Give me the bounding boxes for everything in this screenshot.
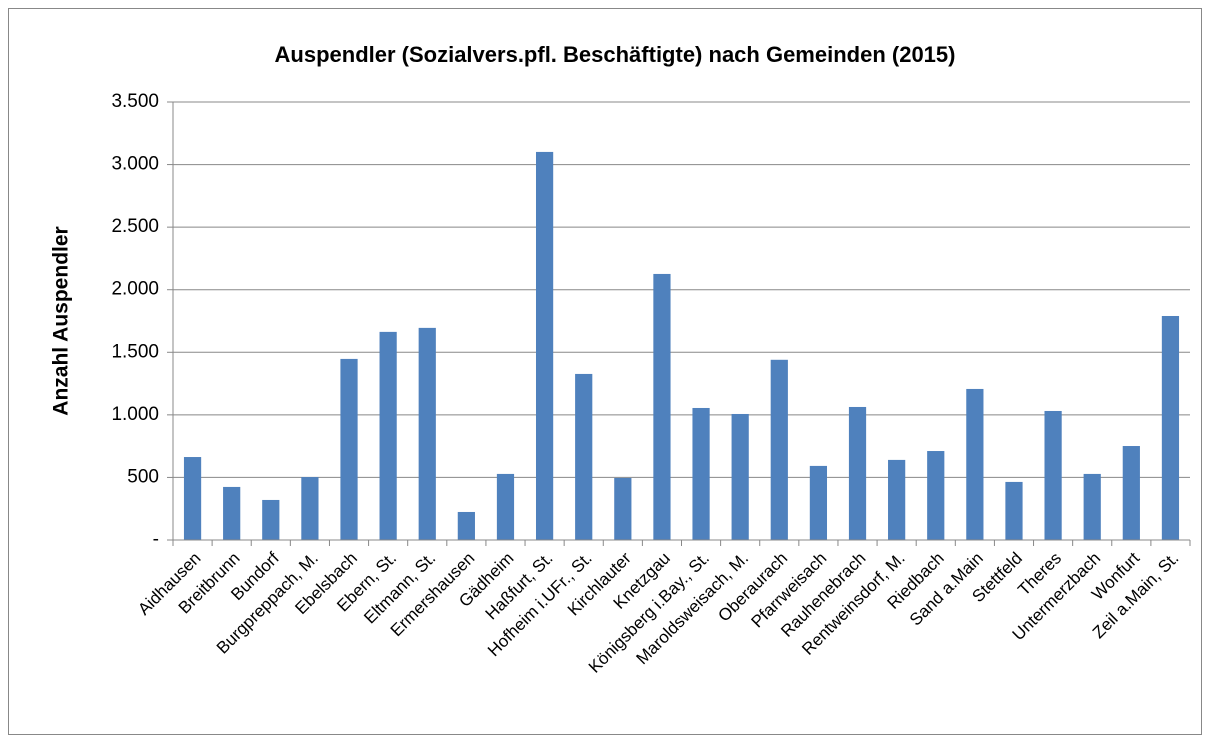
bar bbox=[575, 373, 593, 540]
bar bbox=[457, 511, 475, 540]
bar bbox=[379, 331, 397, 540]
bar bbox=[731, 413, 749, 540]
bar bbox=[262, 499, 280, 540]
bar bbox=[614, 477, 632, 540]
bar bbox=[223, 486, 241, 540]
bar bbox=[809, 465, 828, 540]
bar bbox=[888, 459, 906, 540]
y-tick-label: 1.000 bbox=[111, 404, 159, 425]
chart-title: Auspendler (Sozialvers.pfl. Beschäftigte… bbox=[275, 42, 956, 67]
bar bbox=[340, 358, 358, 540]
bar bbox=[692, 407, 710, 540]
bar bbox=[418, 327, 436, 540]
bar bbox=[1122, 446, 1140, 540]
bar bbox=[496, 473, 515, 540]
y-tick-label: 2.000 bbox=[111, 279, 159, 300]
bar bbox=[927, 451, 945, 540]
bar bbox=[1083, 473, 1101, 540]
y-tick-label: 500 bbox=[127, 466, 159, 487]
bar bbox=[183, 457, 202, 540]
chart-frame bbox=[8, 8, 1202, 735]
bar bbox=[1005, 481, 1023, 540]
bar bbox=[1161, 315, 1180, 540]
y-tick-label: 3.000 bbox=[111, 154, 159, 175]
bar bbox=[848, 406, 867, 540]
bar bbox=[653, 273, 671, 540]
bar bbox=[770, 359, 788, 540]
y-tick-label: 3.500 bbox=[111, 91, 159, 112]
bar bbox=[301, 477, 319, 540]
y-axis-label: Anzahl Auspendler bbox=[50, 226, 73, 415]
y-tick-label: 1.500 bbox=[111, 341, 159, 362]
bar bbox=[535, 151, 554, 540]
bar bbox=[966, 388, 984, 540]
bar bbox=[1044, 410, 1062, 540]
y-tick-label: 2.500 bbox=[111, 216, 159, 237]
y-tick-label: - bbox=[153, 529, 159, 550]
